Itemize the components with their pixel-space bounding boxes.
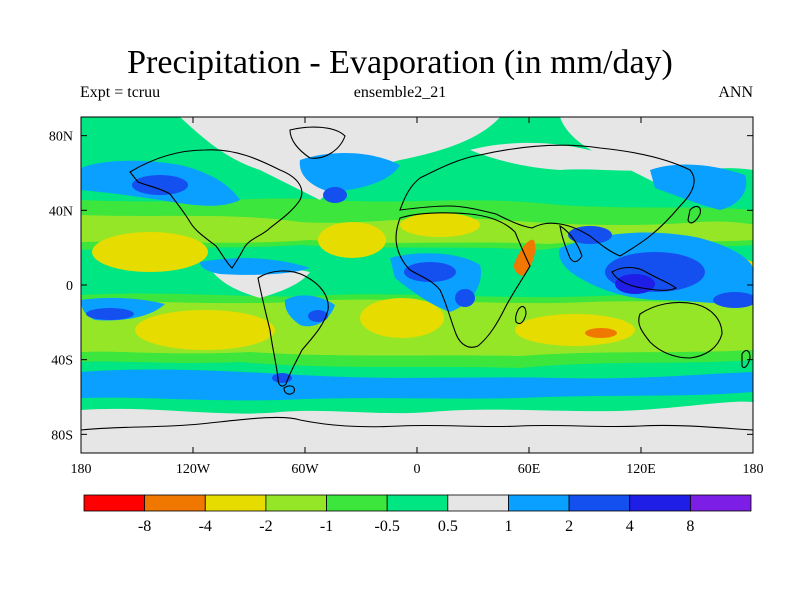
x-tick-label-1: 120W	[176, 462, 211, 477]
field-spcz-dkblue	[86, 308, 134, 320]
map-field	[81, 117, 753, 453]
experiment-label: Expt = tcruu	[80, 84, 161, 101]
field-africa-dkblue	[404, 262, 456, 282]
field-n-pacific-dkblue	[132, 175, 188, 195]
field-ne-pacific-yellow	[92, 232, 208, 272]
x-tick-label-0: 180	[71, 462, 92, 477]
x-tick-label-6: 180	[743, 462, 764, 477]
field-sahara-yellow	[400, 213, 480, 237]
coast-india	[559, 224, 583, 263]
colorbar-label-5: 0.5	[438, 518, 458, 535]
x-tick-label-5: 120E	[626, 462, 656, 477]
colorbar-swatch-5	[386, 494, 449, 512]
coast-antarctica	[81, 416, 753, 431]
coast-tierra-del-fuego	[283, 385, 295, 395]
colorbar-label-7: 2	[565, 518, 573, 535]
field-s-chile-dkblue	[272, 373, 292, 383]
coast-north-america	[129, 149, 303, 269]
coast-maritime-continent	[611, 266, 678, 291]
field-nw-pacific-blue	[650, 164, 747, 210]
field-amazon-dkblue	[308, 310, 328, 322]
field-s-indian-orange	[585, 328, 617, 338]
colorbar-label-8: 4	[626, 518, 634, 535]
colorbar-swatch-0	[83, 494, 146, 512]
colorbar-swatch-1	[144, 494, 206, 512]
y-tick-label-0: 80N	[49, 130, 73, 145]
colorbar-label-6: 1	[504, 518, 512, 535]
field-siberia-grey	[470, 142, 640, 171]
field-s-indian-yellow	[515, 314, 635, 346]
colorbar: -8 -4 -2 -1 -0.5 0.5 1 2 4 8	[83, 494, 752, 535]
coast-africa	[395, 212, 531, 348]
colorbar-swatch-8	[568, 494, 631, 512]
colorbar-label-3: -1	[320, 518, 333, 535]
coastlines	[81, 126, 753, 431]
field-indonesia-indigo	[615, 274, 655, 294]
x-tick-label-2: 60W	[291, 462, 319, 477]
field-nw-atlantic-dkblue	[323, 187, 347, 203]
field-c-africa-dkblue	[455, 289, 475, 307]
field-southern-grey	[81, 401, 753, 453]
colorbar-swatch-6	[447, 494, 509, 512]
colorbar-label-1: -4	[199, 518, 212, 535]
field-w-pacific-dkblue	[713, 292, 753, 308]
field-n-atlantic-yellow	[318, 222, 386, 258]
colorbar-swatch-10	[689, 494, 752, 512]
field-arabian-orange	[513, 239, 536, 276]
axis-ticks	[80, 117, 754, 453]
chart-title: Precipitation - Evaporation (in mm/day)	[127, 44, 673, 81]
y-tick-label-3: 40S	[51, 354, 73, 369]
y-tick-label-1: 40N	[49, 204, 73, 219]
season-label: ANN	[718, 84, 753, 101]
y-tick-label-4: 80S	[51, 428, 73, 443]
coast-madagascar	[515, 305, 527, 325]
axis-labels: 180 120W 60W 0 60E 120E 180 80N 40N 0 40S 80S	[49, 130, 764, 477]
coast-south-america	[257, 270, 329, 387]
field-southern-ocean-blue	[81, 369, 753, 401]
coast-eurasia	[399, 144, 695, 257]
colorbar-swatch-9	[629, 494, 691, 512]
coast-australia	[638, 301, 723, 359]
colorbar-label-0: -8	[138, 518, 151, 535]
colorbar-swatch-7	[508, 494, 570, 512]
y-tick-label-2: 0	[66, 279, 73, 294]
coast-japan	[687, 205, 701, 224]
x-tick-label-3: 0	[414, 462, 421, 477]
colorbar-swatch-2	[204, 494, 267, 512]
ensemble-label: ensemble2_21	[353, 84, 447, 101]
colorbar-swatch-3	[265, 494, 327, 512]
colorbar-label-4: -0.5	[375, 518, 400, 535]
coast-greenland	[289, 126, 346, 159]
field-se-pacific-yellow	[135, 310, 275, 350]
coast-new-zealand	[741, 349, 751, 369]
field-s-atlantic-yellow	[360, 298, 444, 338]
colorbar-swatch-4	[326, 494, 388, 512]
colorbar-label-2: -2	[259, 518, 272, 535]
field-n-atlantic-blue	[299, 153, 400, 192]
x-tick-label-4: 60E	[518, 462, 541, 477]
colorbar-label-9: 8	[686, 518, 694, 535]
